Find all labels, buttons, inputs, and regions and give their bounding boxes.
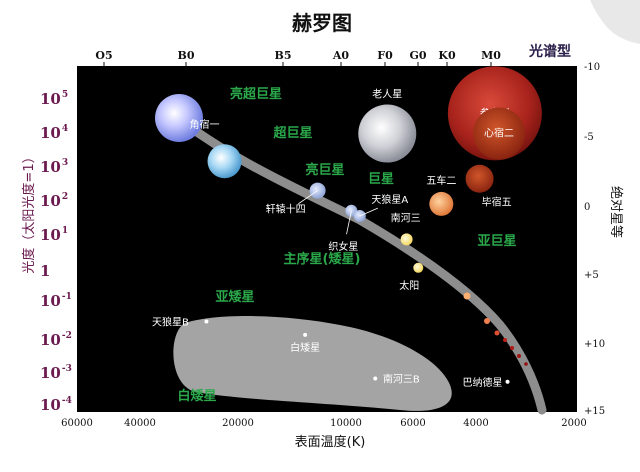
star-label: 南河三B <box>383 373 420 386</box>
x-axis-label: 表面温度(K) <box>295 434 366 450</box>
chart-title: 赫罗图 <box>292 11 352 35</box>
luminosity-tick-label: 102 <box>40 192 68 210</box>
luminosity-tick-label: 1 <box>40 262 50 280</box>
star-leader-line <box>346 210 352 235</box>
spectral-type-label: 光谱型 <box>528 43 571 60</box>
star-label: 五车二 <box>426 174 456 187</box>
region-white-dwarf: 白矮星 <box>177 388 216 404</box>
luminosity-ticks: 105 104 103 102 101 1 10-1 10-2 10-3 10-4 <box>40 90 72 414</box>
temperature-tick-label: 10000 <box>330 418 362 429</box>
star-markers: 角宿一轩辕十四织女星天狼星A老人星南河三五车二太阳参宿四心宿二毕宿五天狼星B白矮… <box>152 66 542 389</box>
magnitude-ticks: -10 -5 0 +5 +10 +15 <box>584 62 605 417</box>
y-axis-left-label: 光度（太阳光度=1） <box>21 150 37 273</box>
star-leader-line <box>298 190 318 205</box>
temperature-tick-label: 40000 <box>124 418 156 429</box>
temperature-tick-label: 4000 <box>463 418 488 429</box>
y-axis-right-label: 绝对星等 <box>608 186 624 238</box>
luminosity-tick-label: 103 <box>40 158 68 176</box>
star-label: 老人星 <box>372 88 402 101</box>
region-subgiant: 亚巨星 <box>477 234 516 249</box>
magnitude-tick-label: +15 <box>584 406 605 417</box>
main-sequence-band <box>165 107 547 415</box>
star-marker <box>429 191 454 216</box>
star-label: 巴纳德星 <box>463 376 503 389</box>
luminosity-tick-label: 105 <box>40 90 68 108</box>
star-marker <box>207 144 242 179</box>
temperature-tick-label: 20000 <box>222 418 254 429</box>
star-marker <box>465 164 494 193</box>
magnitude-tick-label: -10 <box>584 62 600 73</box>
star-label: 天狼星B <box>152 316 189 329</box>
region-bright-supergiant: 亮超巨星 <box>230 86 282 102</box>
star-marker <box>303 332 308 337</box>
star-label: 白矮星 <box>290 341 320 354</box>
main-sequence-dots <box>463 292 528 366</box>
star-label: 天狼星A <box>371 193 408 206</box>
spectral-class-f0: F0 <box>377 49 393 62</box>
temperature-tick-label: 6000 <box>400 418 425 429</box>
magnitude-tick-label: +10 <box>584 339 605 350</box>
star-marker <box>505 379 510 384</box>
spectral-class-b5: B5 <box>275 49 292 62</box>
star-label: 轩辕十四 <box>266 203 306 216</box>
region-giant: 巨星 <box>368 172 394 187</box>
star-marker <box>472 107 525 160</box>
star-label: 心宿二 <box>484 127 514 140</box>
magnitude-tick-label: -5 <box>584 132 594 143</box>
luminosity-tick-label: 10-2 <box>40 331 72 349</box>
region-bright-giant: 亮巨星 <box>305 162 344 178</box>
star-label: 毕宿五 <box>482 196 512 209</box>
luminosity-tick-label: 10-4 <box>40 396 72 414</box>
luminosity-tick-label: 10-1 <box>40 292 72 310</box>
spectral-class-o5: O5 <box>95 49 112 62</box>
spectral-class-k0: K0 <box>438 49 456 62</box>
white-dwarf-region <box>173 316 452 411</box>
luminosity-tick-label: 104 <box>40 124 68 142</box>
magnitude-tick-label: 0 <box>584 202 590 213</box>
blue-supergiant-marker <box>155 94 203 142</box>
star-label: 角宿一 <box>190 118 220 131</box>
star-label: 织女星 <box>328 240 358 253</box>
star-leader-line <box>359 207 378 217</box>
temperature-tick-label: 60000 <box>61 418 93 429</box>
star-marker <box>373 376 378 381</box>
spectral-class-m0: M0 <box>481 49 501 62</box>
page-curl <box>590 0 640 44</box>
luminosity-tick-label: 101 <box>40 226 68 244</box>
temperature-tick-label: 2000 <box>561 418 586 429</box>
spectral-class-a0: A0 <box>332 49 350 62</box>
region-main-sequence: 主序星(矮星) <box>284 251 361 267</box>
star-marker <box>358 104 417 163</box>
magnitude-tick-label: +5 <box>584 270 599 281</box>
star-marker <box>413 262 424 273</box>
spectral-class-g0: G0 <box>409 49 426 62</box>
star-marker <box>400 233 413 246</box>
spectral-class-b0: B0 <box>178 49 195 62</box>
region-supergiant: 超巨星 <box>273 125 312 141</box>
luminosity-tick-label: 10-3 <box>40 364 72 382</box>
spectral-class-labels: O5 B0 B5 A0 F0 G0 K0 M0 <box>95 49 501 66</box>
star-marker <box>204 319 209 324</box>
region-subdwarf: 亚矮星 <box>215 289 254 305</box>
temperature-ticks: 60000 40000 20000 10000 6000 4000 2000 <box>61 418 587 429</box>
star-label: 太阳 <box>399 279 419 292</box>
star-label: 南河三 <box>391 211 421 224</box>
